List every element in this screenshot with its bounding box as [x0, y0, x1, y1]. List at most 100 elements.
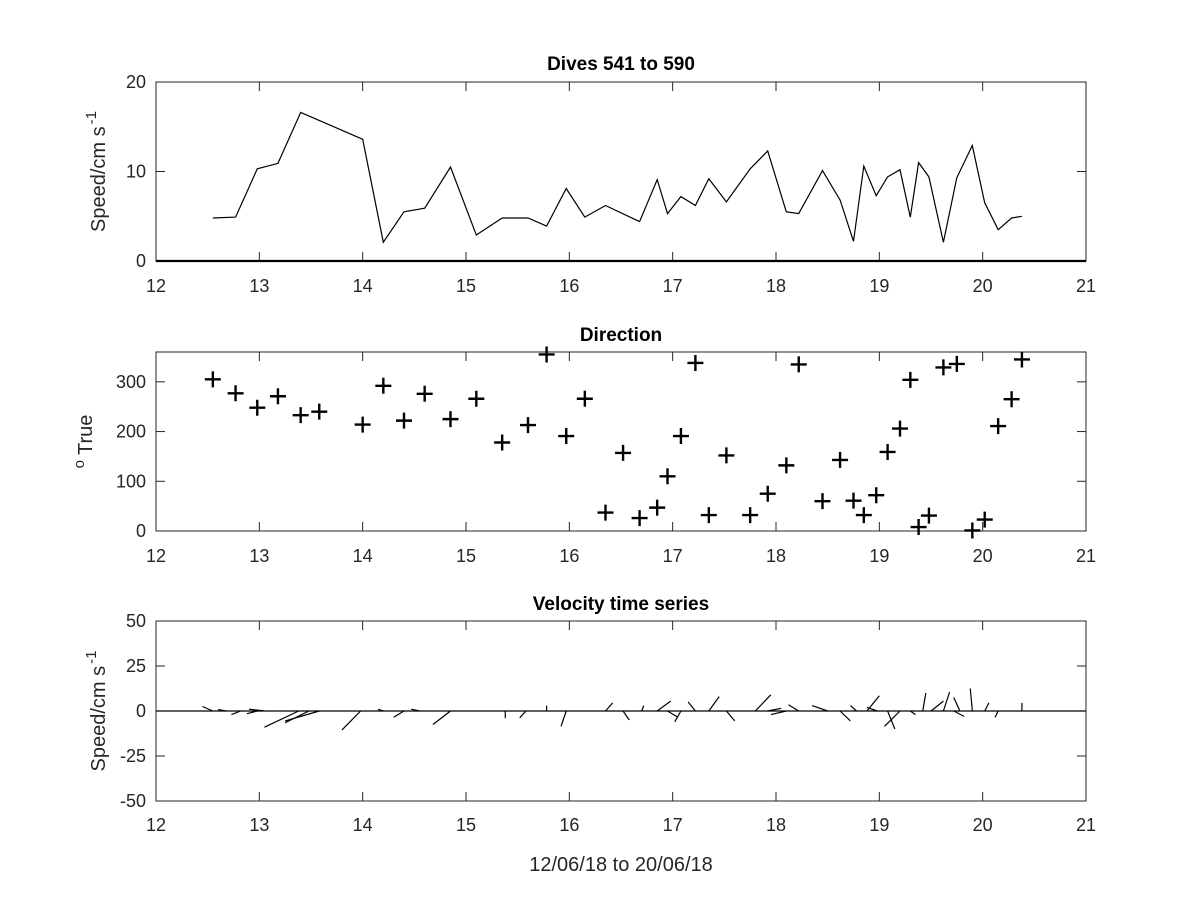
velocity-stick: [202, 705, 214, 712]
direction-marker: [902, 371, 919, 388]
direction-marker: [558, 428, 575, 445]
velocity-stick: [922, 692, 927, 712]
x-tick-label: 17: [663, 815, 683, 835]
velocity-stick: [231, 710, 241, 716]
y-axis-label: o True: [71, 415, 97, 469]
direction-marker: [631, 510, 648, 527]
y-axis-label-superscript: -1: [83, 651, 100, 664]
direction-marker: [790, 356, 807, 373]
velocity-stick: [248, 708, 265, 712]
velocity-stick: [341, 710, 362, 731]
x-tick-label: 21: [1076, 546, 1096, 566]
direction-marker: [759, 485, 776, 502]
speed-panel: Dives 541 to 590 12 13 14 15 16 17 18 19 20 21 0 10 2…: [83, 54, 1096, 296]
y-axis-label-superscript: -1: [83, 111, 100, 124]
direction-marker: [718, 447, 735, 464]
direction-marker: [948, 355, 965, 372]
x-tick-label: 20: [973, 546, 993, 566]
direction-marker: [292, 407, 309, 424]
velocity-stick: [953, 710, 965, 717]
direction-marker: [892, 420, 908, 437]
y-tick-label: 20: [126, 72, 146, 92]
velocity-stick: [770, 710, 787, 716]
direction-marker: [576, 390, 593, 407]
direction-marker: [935, 359, 952, 376]
velocity-stick: [969, 688, 973, 712]
velocity-stick: [788, 704, 800, 712]
velocity-stick: [725, 710, 736, 722]
direction-marker: [687, 354, 704, 371]
direction-marker: [375, 377, 392, 394]
velocity-stick: [909, 710, 916, 716]
velocity-stick: [942, 691, 951, 712]
direction-marker: [742, 507, 759, 524]
velocity-stick: [264, 710, 299, 728]
direction-marker: [227, 385, 244, 402]
x-tick-label: 17: [663, 276, 683, 296]
y-axis-label: Speed/cm s -1: [83, 651, 110, 772]
y-axis-label-superscript: o: [71, 460, 88, 468]
velocity-stick: [217, 708, 227, 712]
x-tick-label: 18: [766, 815, 786, 835]
y-tick-label: 50: [126, 611, 146, 631]
direction-marker: [442, 411, 459, 428]
y-tick-label: 100: [116, 471, 146, 491]
direction-marker: [976, 511, 993, 528]
direction-panel: Direction 12 13 14 15 16 17 18 19 20 21 0 100 200 300 o…: [71, 325, 1096, 566]
x-tick-label: 12: [146, 276, 166, 296]
direction-marker: [868, 487, 885, 504]
velocity-stick: [622, 710, 630, 721]
direction-marker: [249, 399, 266, 416]
direction-marker: [520, 417, 536, 434]
x-tick-label: 20: [973, 815, 993, 835]
y-tick-label: 0: [136, 251, 146, 271]
y-tick-label: 200: [116, 422, 146, 442]
x-tick-label: 19: [869, 546, 889, 566]
direction-marker: [615, 444, 632, 461]
velocity-stick: [667, 710, 679, 718]
y-tick-label: 0: [136, 701, 146, 721]
direction-marker: [964, 522, 981, 539]
velocity-stick: [605, 702, 614, 712]
x-tick-label: 16: [559, 276, 579, 296]
y-axis-label-text: Speed/cm s: [88, 126, 110, 232]
velocity-stick: [930, 700, 944, 712]
y-tick-label: -50: [120, 791, 146, 811]
x-tick-label: 12: [146, 815, 166, 835]
direction-marker: [354, 416, 371, 433]
direction-marker: [311, 403, 328, 420]
plot-frame: [155, 81, 1087, 262]
direction-marker: [659, 468, 676, 485]
velocity-stick: [641, 705, 645, 712]
velocity-stick: [839, 710, 851, 722]
chart-title: Dives 541 to 590: [547, 54, 695, 75]
velocity-stick: [432, 710, 451, 725]
velocity-stick: [984, 702, 990, 712]
y-axis-label-text: True: [75, 415, 97, 455]
y-tick-label: 10: [126, 162, 146, 182]
x-tick-label: 13: [249, 546, 269, 566]
velocity-stick: [687, 701, 696, 712]
direction-marker: [700, 507, 717, 524]
velocity-stick: [866, 706, 878, 712]
x-tick-label: 16: [559, 546, 579, 566]
velocity-stick: [674, 710, 682, 723]
velocity-stick: [284, 710, 320, 722]
velocity-stick: [754, 694, 772, 712]
direction-marker: [597, 504, 614, 521]
velocity-stick: [246, 710, 258, 715]
x-tick-label: 21: [1076, 815, 1096, 835]
x-tick-label: 18: [766, 276, 786, 296]
direction-marker: [396, 412, 412, 429]
direction-marker: [468, 390, 485, 407]
chart-title: Direction: [580, 325, 662, 346]
velocity-stick: [884, 710, 901, 727]
x-tick-label: 13: [249, 276, 269, 296]
y-axis-label-text: Speed/cm s: [88, 666, 110, 772]
direction-marker: [832, 451, 849, 468]
x-tick-label: 21: [1076, 276, 1096, 296]
direction-marker: [1003, 391, 1020, 408]
direction-marker: [269, 388, 286, 405]
x-tick-label: 16: [559, 815, 579, 835]
